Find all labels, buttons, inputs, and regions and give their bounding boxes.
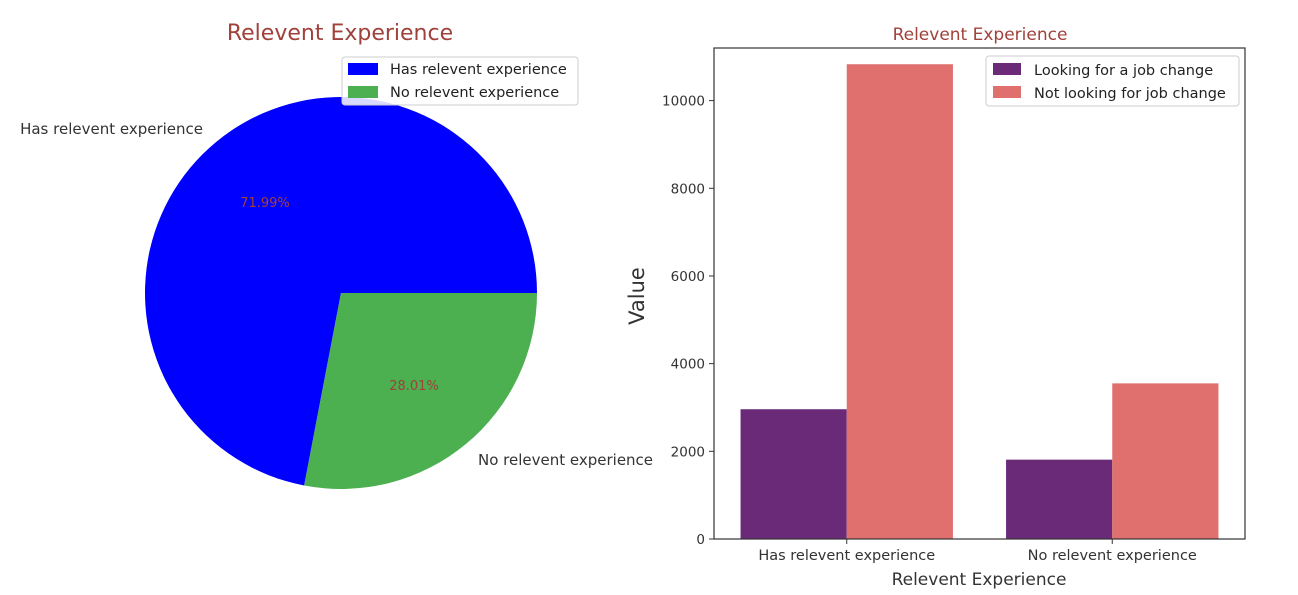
- bar-title: Relevent Experience: [893, 25, 1068, 45]
- bar-x-tick-label: No relevent experience: [1028, 548, 1197, 564]
- pie-chart: Relevent Experience Has relevent experie…: [20, 21, 653, 489]
- bar-plot-frame: [713, 47, 1246, 540]
- bar-legend-label-looking: Looking for a job change: [1034, 63, 1213, 79]
- bar-y-tick-label: 6000: [671, 269, 705, 285]
- bar-x-axis: Has relevent experience No relevent exper…: [758, 539, 1197, 564]
- bar-legend-swatch-not-looking: [993, 86, 1021, 98]
- bar-y-tick-label: 10000: [662, 94, 705, 110]
- bar-legend-frame: [985, 55, 1240, 107]
- pie-label-no-experience: No relevent experience: [478, 451, 653, 469]
- pie-title: Relevent Experience: [227, 21, 453, 46]
- bar-chart: Relevent Experience 0 2000 4000 6000 8000 100…: [625, 25, 1246, 590]
- bar-y-axis-label: Value: [625, 267, 649, 325]
- bar-y-tick-label: 4000: [671, 357, 705, 373]
- bar-legend-label-not-looking: Not looking for job change: [1034, 86, 1226, 102]
- bar-y-tick-label: 2000: [671, 444, 705, 460]
- pie-label-has-experience: Has relevent experience: [20, 120, 203, 138]
- pie-legend: Has relevent experience No relevent expe…: [341, 56, 579, 106]
- bar-legend: Looking for a job change Not looking for…: [985, 55, 1240, 107]
- bar-looking-1: [1006, 459, 1113, 539]
- pie-pct-has-experience: 71.99%: [240, 196, 290, 211]
- pie-pct-no-experience: 28.01%: [389, 379, 439, 394]
- bar-x-tick-label: Has relevent experience: [758, 548, 935, 564]
- bar-not-looking-0: [846, 64, 953, 540]
- pie-legend-label-has-experience: Has relevent experience: [390, 62, 567, 78]
- pie-slice-has-experience: [144, 97, 537, 486]
- pie-legend-label-no-experience: No relevent experience: [390, 85, 559, 101]
- bar-legend-swatch-looking: [993, 63, 1021, 75]
- pie-slice-no-experience: [304, 293, 537, 489]
- pie-legend-frame: [341, 56, 579, 106]
- bar-y-tick-label: 0: [696, 532, 705, 548]
- bar-y-axis: 0 2000 4000 6000 8000 10000: [662, 94, 714, 548]
- pie-legend-swatch-has-experience: [348, 63, 378, 75]
- pie-slices: [144, 97, 537, 489]
- pie-legend-swatch-no-experience: [348, 86, 378, 98]
- bar-bars: [740, 64, 1219, 540]
- bar-x-axis-label: Relevent Experience: [892, 570, 1067, 590]
- bar-not-looking-1: [1112, 383, 1219, 539]
- bar-y-tick-label: 8000: [671, 181, 705, 197]
- bar-looking-0: [740, 409, 847, 539]
